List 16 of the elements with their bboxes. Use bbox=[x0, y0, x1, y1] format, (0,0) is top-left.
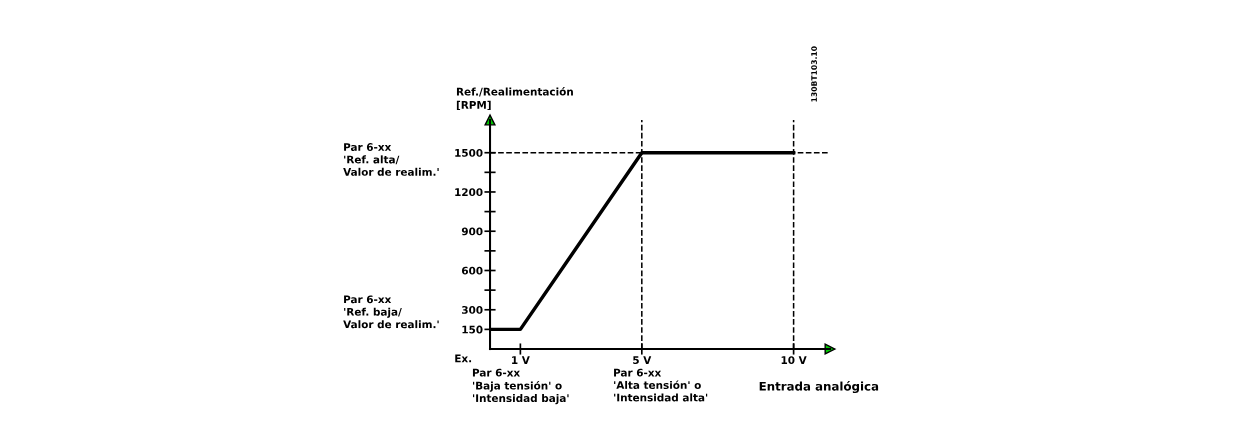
y-tick-label: 150 bbox=[462, 325, 483, 334]
x-tick-label: 10 V bbox=[781, 356, 807, 365]
y-tick-label: 1500 bbox=[455, 148, 483, 157]
x-tick-label: 1 V bbox=[512, 356, 530, 364]
text: Par 6-xx 'Ref. baja/ Valor de realim.' bbox=[343, 295, 439, 329]
text: Par 6-xx 'Ref. alta/ Valor de realim.' bbox=[343, 143, 439, 176]
text: Par 6-xx 'Alta tensión' o 'Intensidad alta' bbox=[614, 368, 708, 402]
x-axis-title: Entrada analógica bbox=[759, 381, 879, 394]
text: Ex. bbox=[455, 354, 472, 363]
y-tick-label: 1200 bbox=[455, 188, 483, 197]
y-tick-label: 300 bbox=[462, 305, 483, 314]
text: Par 6-xx 'Baja tensión' o 'Intensidad baja' bbox=[472, 368, 569, 405]
x-tick-label: 5 V bbox=[633, 356, 652, 365]
y-tick-label: 600 bbox=[461, 266, 483, 275]
y-axis-title: Ref./Realimentación [RPM] bbox=[456, 87, 573, 111]
y-tick-label: 900 bbox=[461, 227, 483, 236]
